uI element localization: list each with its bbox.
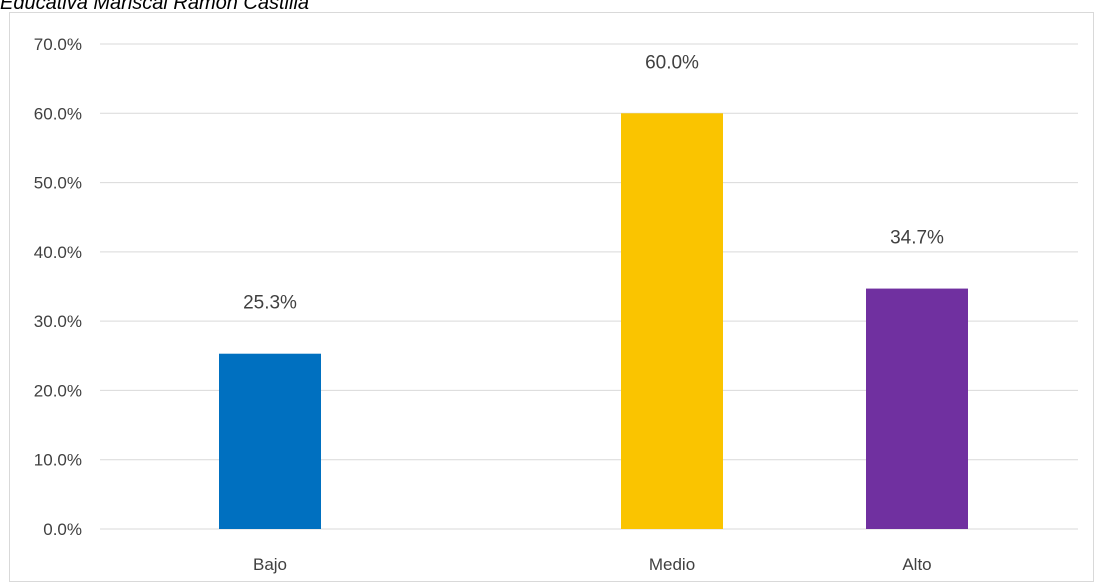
y-axis-ticks: 0.0% 10.0% 20.0% 30.0% 40.0% 50.0% 60.0% 70.0%	[34, 35, 82, 539]
y-tick-label: 70.0%	[34, 35, 82, 54]
data-label-bajo: 25.3%	[243, 293, 297, 314]
y-tick-label: 0.0%	[43, 520, 82, 539]
x-axis-categories: Bajo Medio Alto	[253, 555, 932, 574]
y-tick-label: 40.0%	[34, 243, 82, 262]
chart-caption: Educativa Mariscal Ramón Castilla	[0, 0, 310, 14]
category-label-alto: Alto	[902, 555, 931, 574]
y-tick-label: 60.0%	[34, 104, 82, 123]
y-tick-label: 30.0%	[34, 312, 82, 331]
data-label-medio: 60.0%	[645, 52, 699, 73]
y-tick-label: 10.0%	[34, 451, 82, 470]
bar-medio	[621, 113, 723, 530]
bar-bajo	[219, 353, 321, 529]
bars	[219, 113, 968, 530]
chart-frame	[9, 12, 1094, 582]
data-labels: 25.3% 60.0% 34.7%	[243, 52, 944, 313]
y-tick-label: 50.0%	[34, 174, 82, 193]
bar-alto	[866, 288, 968, 529]
data-label-alto: 34.7%	[890, 228, 944, 249]
category-label-bajo: Bajo	[253, 555, 287, 574]
y-tick-label: 20.0%	[34, 381, 82, 400]
category-label-medio: Medio	[649, 555, 695, 574]
